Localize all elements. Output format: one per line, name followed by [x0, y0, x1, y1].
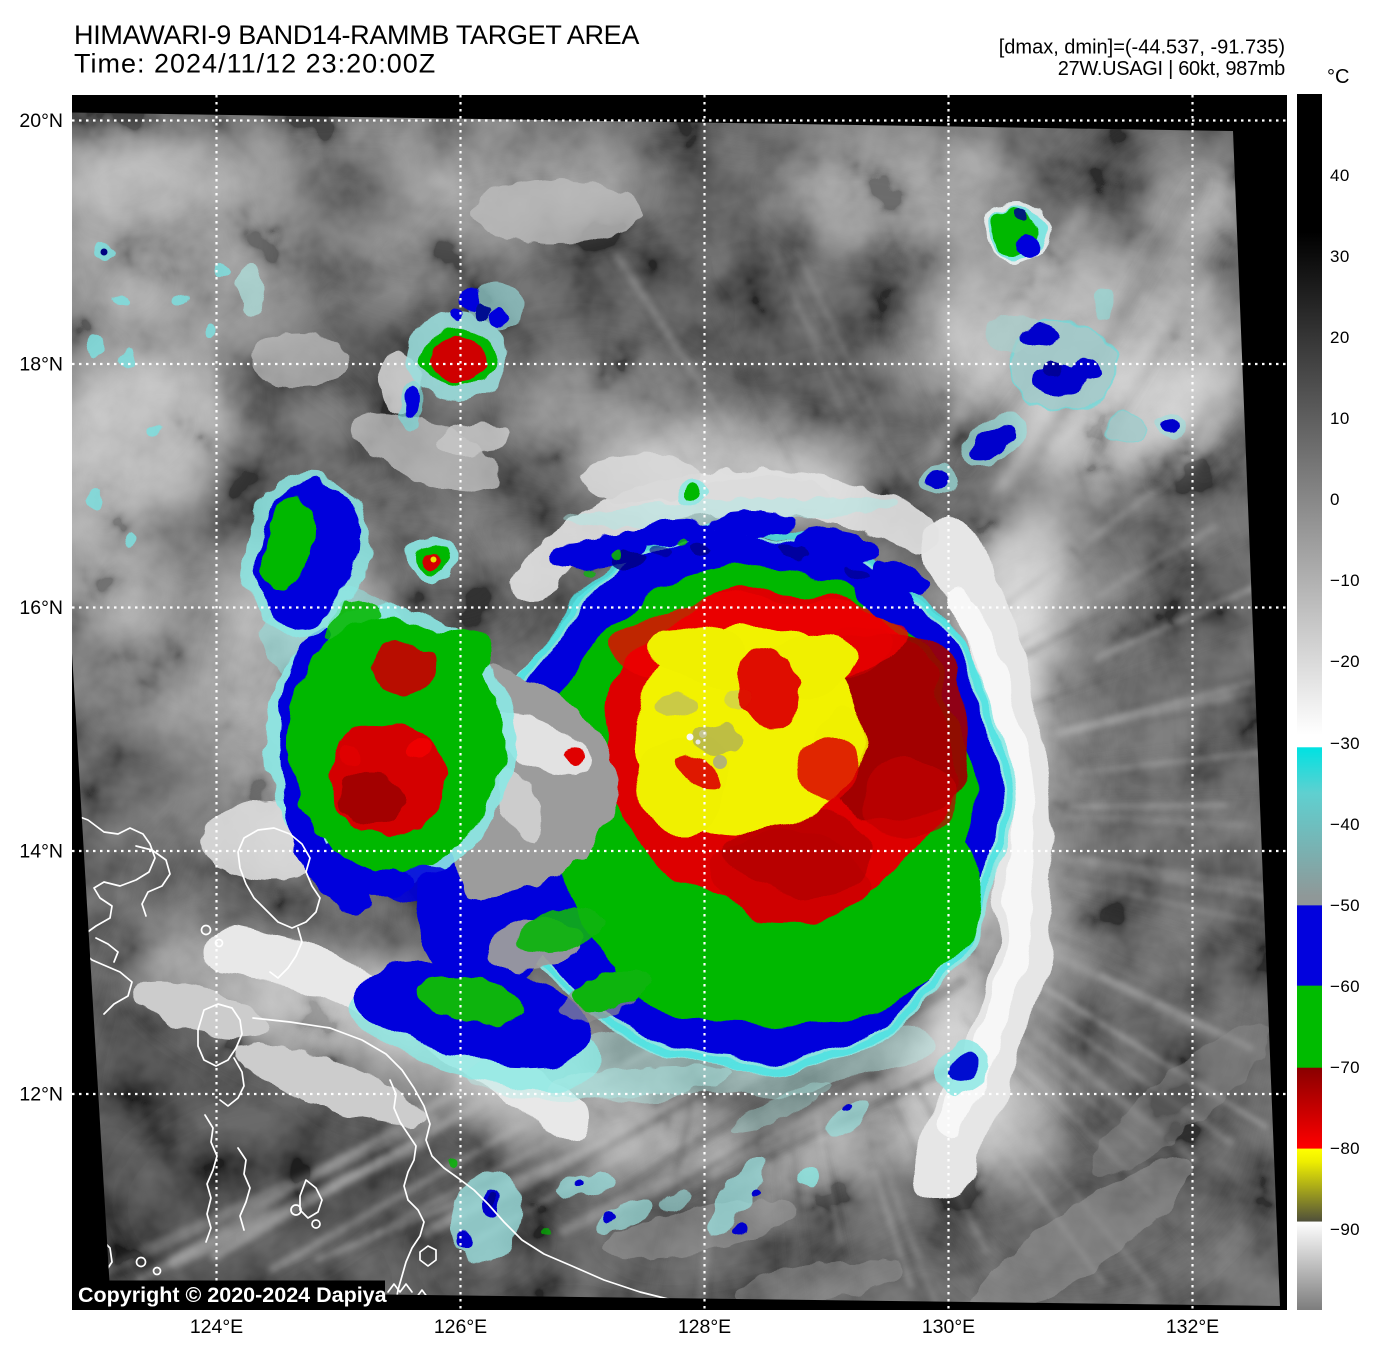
svg-text:−90: −90	[1330, 1220, 1360, 1239]
svg-text:HIMAWARI-9 BAND14-RAMMB TARGET: HIMAWARI-9 BAND14-RAMMB TARGET AREA	[74, 20, 639, 50]
svg-text:14°N: 14°N	[19, 841, 63, 863]
svg-text:10: 10	[1330, 409, 1350, 428]
svg-text:−10: −10	[1330, 571, 1360, 590]
svg-text:0: 0	[1330, 490, 1340, 509]
svg-text:20°N: 20°N	[19, 110, 63, 132]
svg-text:Time: 2024/11/12 23:20:00Z: Time: 2024/11/12 23:20:00Z	[74, 49, 436, 79]
svg-text:124°E: 124°E	[190, 1316, 243, 1338]
svg-text:[dmax, dmin]=(-44.537, -91.735: [dmax, dmin]=(-44.537, -91.735)	[999, 37, 1285, 59]
svg-text:−80: −80	[1330, 1139, 1360, 1158]
svg-text:40: 40	[1330, 166, 1350, 185]
svg-text:12°N: 12°N	[19, 1084, 63, 1106]
svg-text:20: 20	[1330, 328, 1350, 347]
svg-text:18°N: 18°N	[19, 354, 63, 376]
svg-text:130°E: 130°E	[922, 1316, 975, 1338]
svg-text:−70: −70	[1330, 1058, 1360, 1077]
svg-text:16°N: 16°N	[19, 597, 63, 619]
svg-text:Copyright © 2020-2024 Dapiya: Copyright © 2020-2024 Dapiya	[78, 1283, 388, 1307]
svg-text:27W.USAGI | 60kt, 987mb: 27W.USAGI | 60kt, 987mb	[1058, 58, 1285, 80]
svg-text:−20: −20	[1330, 652, 1360, 671]
svg-text:°C: °C	[1327, 66, 1349, 88]
svg-text:128°E: 128°E	[678, 1316, 731, 1338]
svg-text:−60: −60	[1330, 977, 1360, 996]
svg-text:−30: −30	[1330, 734, 1360, 753]
svg-text:−40: −40	[1330, 815, 1360, 834]
svg-text:126°E: 126°E	[434, 1316, 487, 1338]
svg-text:132°E: 132°E	[1166, 1316, 1219, 1338]
svg-text:−50: −50	[1330, 896, 1360, 915]
svg-text:30: 30	[1330, 247, 1350, 266]
